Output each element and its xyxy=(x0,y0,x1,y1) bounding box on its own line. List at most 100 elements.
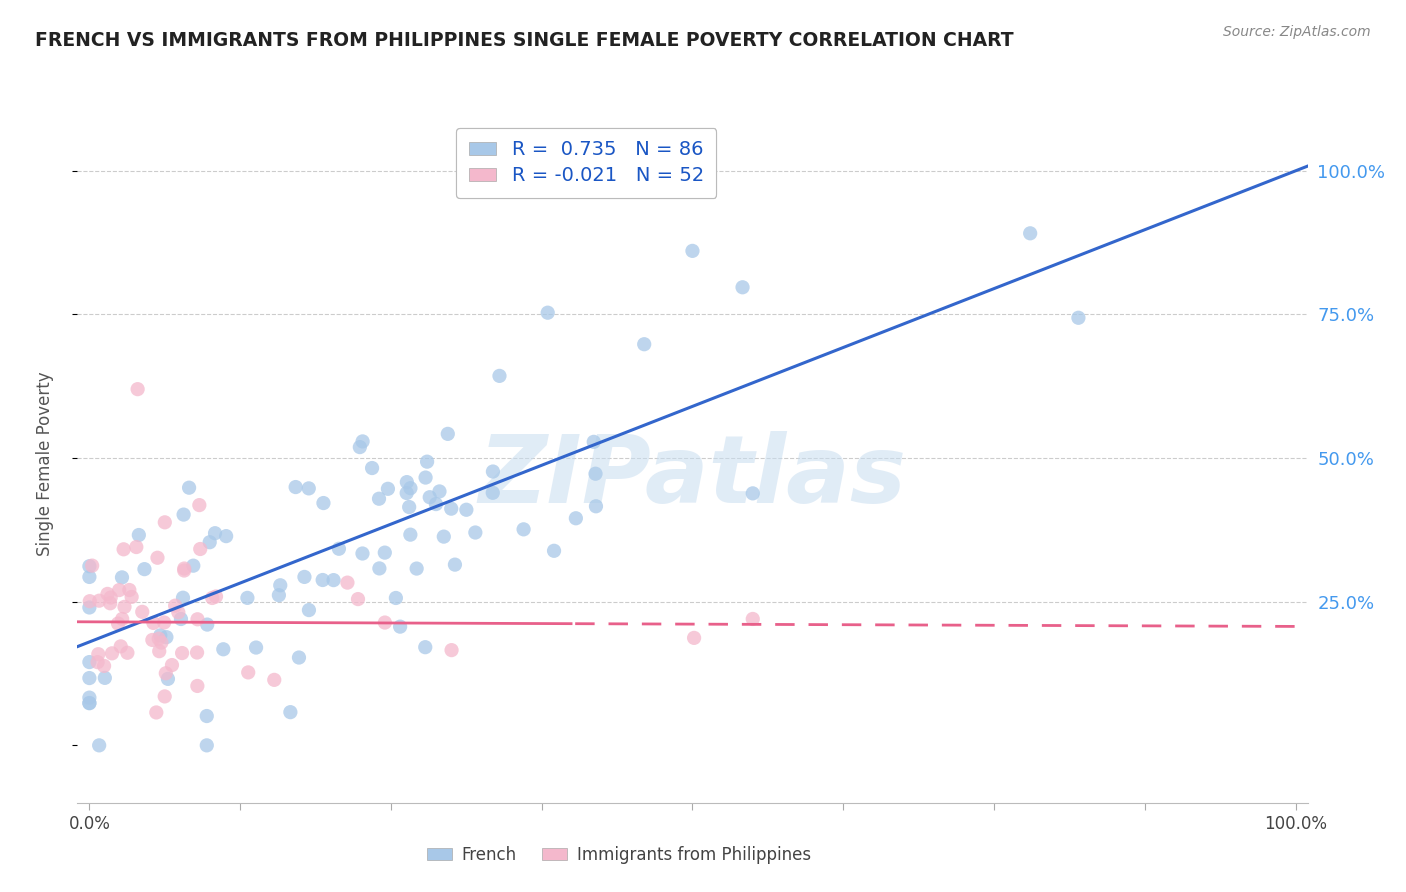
Point xyxy=(134,562,156,576)
Point xyxy=(153,516,176,530)
Point xyxy=(312,496,335,510)
Point xyxy=(433,530,456,544)
Point xyxy=(149,628,172,642)
Point xyxy=(148,644,170,658)
Point xyxy=(398,500,420,514)
Point xyxy=(146,550,169,565)
Point xyxy=(245,640,267,655)
Point xyxy=(79,655,101,669)
Point xyxy=(269,578,291,592)
Legend: French, Immigrants from Philippines: French, Immigrants from Philippines xyxy=(420,839,817,871)
Point xyxy=(585,500,607,514)
Point xyxy=(444,558,467,572)
Point xyxy=(682,244,704,258)
Point xyxy=(336,575,359,590)
Point xyxy=(361,461,384,475)
Point xyxy=(155,666,177,681)
Point xyxy=(201,591,224,605)
Point xyxy=(374,615,396,630)
Point xyxy=(173,564,195,578)
Point xyxy=(263,673,285,687)
Point xyxy=(440,643,463,657)
Point xyxy=(741,612,763,626)
Legend: R =  0.735   N = 86, R = -0.021   N = 52: R = 0.735 N = 86, R = -0.021 N = 52 xyxy=(456,128,717,198)
Point xyxy=(328,541,350,556)
Point xyxy=(107,616,129,631)
Point xyxy=(111,612,134,626)
Point xyxy=(156,672,179,686)
Point xyxy=(172,646,194,660)
Point xyxy=(186,612,208,626)
Point xyxy=(150,635,173,649)
Point xyxy=(131,605,153,619)
Point xyxy=(195,739,218,753)
Point xyxy=(128,528,150,542)
Point xyxy=(482,465,505,479)
Point xyxy=(186,679,208,693)
Point xyxy=(167,605,190,619)
Point xyxy=(117,646,139,660)
Point xyxy=(79,671,101,685)
Point xyxy=(195,709,218,723)
Point xyxy=(385,591,408,605)
Point xyxy=(368,491,391,506)
Point xyxy=(298,482,321,496)
Point xyxy=(181,558,204,573)
Point xyxy=(415,470,437,484)
Point xyxy=(155,630,177,644)
Point xyxy=(731,280,754,294)
Point xyxy=(141,632,163,647)
Point xyxy=(349,440,371,454)
Point xyxy=(153,615,176,630)
Point xyxy=(238,665,260,680)
Point xyxy=(96,587,118,601)
Point xyxy=(395,486,418,500)
Point xyxy=(87,647,110,661)
Text: FRENCH VS IMMIGRANTS FROM PHILIPPINES SINGLE FEMALE POVERTY CORRELATION CHART: FRENCH VS IMMIGRANTS FROM PHILIPPINES SI… xyxy=(35,31,1014,50)
Point xyxy=(173,561,195,575)
Point xyxy=(352,434,374,449)
Point xyxy=(172,591,194,605)
Point xyxy=(352,547,374,561)
Point xyxy=(153,690,176,704)
Point xyxy=(419,490,441,504)
Point xyxy=(111,570,134,584)
Point xyxy=(165,599,187,613)
Point xyxy=(198,535,221,549)
Point xyxy=(436,426,458,441)
Point xyxy=(79,594,101,608)
Point xyxy=(160,658,183,673)
Point xyxy=(395,475,418,489)
Y-axis label: Single Female Poverty: Single Female Poverty xyxy=(35,372,53,556)
Point xyxy=(399,527,422,541)
Point xyxy=(82,558,104,573)
Point xyxy=(145,706,167,720)
Point xyxy=(79,690,101,705)
Point xyxy=(389,620,412,634)
Point xyxy=(142,615,165,630)
Point xyxy=(298,603,321,617)
Point xyxy=(93,659,115,673)
Point xyxy=(212,642,235,657)
Point xyxy=(110,640,132,654)
Point xyxy=(148,632,170,646)
Point xyxy=(188,541,211,556)
Point xyxy=(170,612,193,626)
Point xyxy=(741,486,763,500)
Point xyxy=(79,696,101,710)
Point xyxy=(374,546,396,560)
Point xyxy=(585,467,607,481)
Point xyxy=(429,484,451,499)
Point xyxy=(204,526,226,541)
Point xyxy=(537,306,560,320)
Point xyxy=(294,570,316,584)
Point xyxy=(565,511,588,525)
Point xyxy=(347,592,370,607)
Point xyxy=(399,481,422,495)
Text: Source: ZipAtlas.com: Source: ZipAtlas.com xyxy=(1223,25,1371,39)
Point xyxy=(512,522,534,536)
Point xyxy=(112,542,135,557)
Point xyxy=(322,573,344,587)
Point xyxy=(79,696,101,710)
Point xyxy=(582,434,605,449)
